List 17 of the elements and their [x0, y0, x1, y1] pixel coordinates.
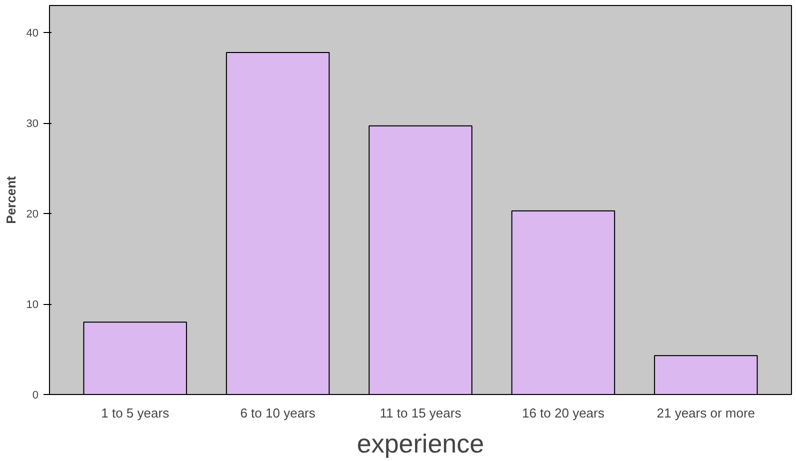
x-tick-label: 21 years or more [656, 406, 756, 420]
y-axis-title: Percent [3, 175, 18, 224]
y-tick-label: 10 [26, 299, 39, 312]
x-tick-label: 11 to 15 years [380, 406, 462, 420]
bar [511, 210, 616, 394]
bar [654, 355, 758, 394]
y-tick-label: 20 [26, 208, 39, 221]
y-tick-label: 30 [26, 118, 39, 130]
y-tick-label: 0 [32, 390, 39, 402]
bar [368, 125, 472, 394]
x-tick-label: 6 to 10 years [240, 406, 316, 420]
x-axis-title: experience [356, 428, 484, 458]
bar [83, 322, 187, 394]
bar [226, 52, 330, 394]
x-tick-label: 16 to 20 years [522, 406, 605, 420]
x-tick-label: 1 to 5 years [101, 406, 170, 420]
y-tick-label: 40 [26, 28, 39, 40]
